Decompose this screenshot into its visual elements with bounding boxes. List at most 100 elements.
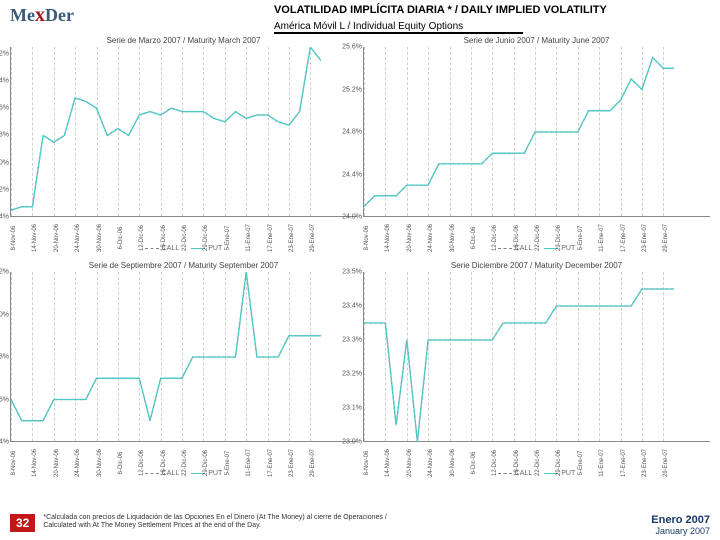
x-tick: 30-Nov-06 (97, 224, 103, 252)
footnote-es: *Calculada con precios de Liquidación de… (43, 514, 386, 521)
y-tick: 23.5% (334, 269, 362, 276)
plot-area: 24.4%24.6%24.8%25.0%25.2%8-Nov-0614-Nov-… (10, 272, 357, 442)
x-tick: 8-Nov-06 (11, 451, 17, 476)
date-sub: January 2007 (651, 526, 710, 536)
x-tick: 8-Nov-06 (11, 226, 17, 251)
x-tick: 29-Ene-07 (663, 224, 669, 252)
chart-svg (11, 272, 321, 442)
footnote-en: Calculated with At The Money Settlement … (43, 522, 261, 529)
x-tick: 6-Dic-06 (118, 452, 124, 475)
x-tick: 23-Ene-07 (642, 224, 648, 252)
x-tick: 20-Nov-06 (407, 449, 413, 477)
x-tick: 6-Dic-06 (471, 452, 477, 475)
y-tick: 20.4% (0, 214, 9, 221)
x-tick: 23-Ene-07 (289, 449, 295, 477)
y-tick: 24.8% (0, 354, 9, 361)
x-tick: 22-Dic-06 (535, 225, 541, 251)
series-put (364, 289, 674, 442)
x-tick: 24-Nov-06 (75, 449, 81, 477)
x-tick: 30-Nov-06 (450, 224, 456, 252)
x-tick: 12-Dic-06 (492, 225, 498, 251)
x-tick: 12-Dic-06 (492, 450, 498, 476)
x-tick: 20-Nov-06 (54, 449, 60, 477)
x-tick: 11-Ene-07 (599, 449, 605, 477)
x-tick: 18-Dic-06 (161, 450, 167, 476)
chart-title: Serie de Junio 2007 / Maturity June 2007 (363, 36, 710, 45)
x-tick: 12-Dic-06 (139, 450, 145, 476)
charts-grid: Serie de Marzo 2007 / Maturity March 200… (0, 34, 720, 484)
y-tick: 22.0% (0, 159, 9, 166)
plot-area: 20.4%21.2%22.0%22.8%23.6%24.4%25.2%8-Nov… (10, 47, 357, 217)
x-tick: 23-Ene-07 (642, 449, 648, 477)
chart-march: Serie de Marzo 2007 / Maturity March 200… (10, 36, 357, 255)
chart-svg (364, 47, 674, 217)
x-tick: 6-Dic-06 (471, 227, 477, 250)
main-title: VOLATILIDAD IMPLÍCITA DIARIA * / DAILY I… (274, 4, 710, 16)
x-tick: 11-Ene-07 (246, 449, 252, 477)
series-call (11, 47, 321, 210)
x-tick: 18-Dic-06 (514, 225, 520, 251)
plot-area: 24.0%24.4%24.8%25.2%25.6%8-Nov-0614-Nov-… (363, 47, 710, 217)
x-tick: 5-Ene-07 (578, 451, 584, 476)
x-tick: 20-Nov-06 (407, 224, 413, 252)
chart-december: Serie Diciembre 2007 / Maturity December… (363, 261, 710, 480)
sub-title: América Móvil L / Individual Equity Opti… (274, 21, 523, 34)
y-tick: 25.0% (0, 311, 9, 318)
x-tick: 5-Ene-07 (225, 226, 231, 251)
x-tick: 14-Nov-06 (32, 449, 38, 477)
x-tick: 11-Ene-07 (599, 224, 605, 252)
header: MexDer VOLATILIDAD IMPLÍCITA DIARIA * / … (0, 0, 720, 34)
x-tick: 8-Nov-06 (364, 451, 370, 476)
logo: MexDer (10, 4, 74, 27)
y-tick: 25.6% (334, 44, 362, 51)
x-tick: 17-Ene-07 (268, 449, 274, 477)
x-tick: 22-Dic-06 (182, 225, 188, 251)
chart-svg (11, 47, 321, 217)
y-tick: 24.0% (334, 214, 362, 221)
footer: 32 *Calculada con precios de Liquidación… (0, 514, 720, 536)
x-tick: 30-Nov-06 (97, 449, 103, 477)
x-tick: 29-Ene-07 (663, 449, 669, 477)
series-call (364, 58, 674, 207)
page-number: 32 (10, 514, 35, 532)
x-tick: 29-Dic-06 (556, 225, 562, 251)
chart-title: Serie Diciembre 2007 / Maturity December… (363, 261, 710, 270)
x-tick: 29-Dic-06 (203, 225, 209, 251)
y-tick: 24.4% (0, 78, 9, 85)
x-tick: 24-Nov-06 (428, 449, 434, 477)
y-tick: 22.8% (0, 132, 9, 139)
x-tick: 24-Nov-06 (75, 224, 81, 252)
y-tick: 23.1% (334, 405, 362, 412)
series-put (11, 47, 321, 210)
x-tick: 18-Dic-06 (161, 225, 167, 251)
x-tick: 29-Ene-07 (310, 449, 316, 477)
y-tick: 21.2% (0, 186, 9, 193)
x-tick: 17-Ene-07 (621, 224, 627, 252)
y-tick: 25.2% (0, 269, 9, 276)
series-call (364, 289, 674, 442)
chart-title: Serie de Marzo 2007 / Maturity March 200… (10, 36, 357, 45)
y-tick: 24.4% (334, 171, 362, 178)
x-tick: 20-Nov-06 (54, 224, 60, 252)
x-tick: 17-Ene-07 (621, 449, 627, 477)
date-block: Enero 2007 January 2007 (651, 514, 710, 536)
x-tick: 5-Ene-07 (578, 226, 584, 251)
y-tick: 23.2% (334, 371, 362, 378)
chart-title: Serie de Septiembre 2007 / Maturity Sept… (10, 261, 357, 270)
y-tick: 24.8% (334, 129, 362, 136)
x-tick: 18-Dic-06 (514, 450, 520, 476)
x-tick: 8-Nov-06 (364, 226, 370, 251)
series-call (11, 272, 321, 421)
x-tick: 14-Nov-06 (385, 449, 391, 477)
series-put (11, 272, 321, 421)
plot-area: 23.0%23.1%23.2%23.3%23.4%23.5%8-Nov-0614… (363, 272, 710, 442)
y-tick: 25.2% (334, 86, 362, 93)
x-tick: 23-Ene-07 (289, 224, 295, 252)
x-tick: 5-Ene-07 (225, 451, 231, 476)
y-tick: 23.0% (334, 439, 362, 446)
date-main: Enero 2007 (651, 514, 710, 526)
x-tick: 6-Dic-06 (118, 227, 124, 250)
y-tick: 24.6% (0, 396, 9, 403)
series-put (364, 58, 674, 207)
x-tick: 22-Dic-06 (182, 450, 188, 476)
